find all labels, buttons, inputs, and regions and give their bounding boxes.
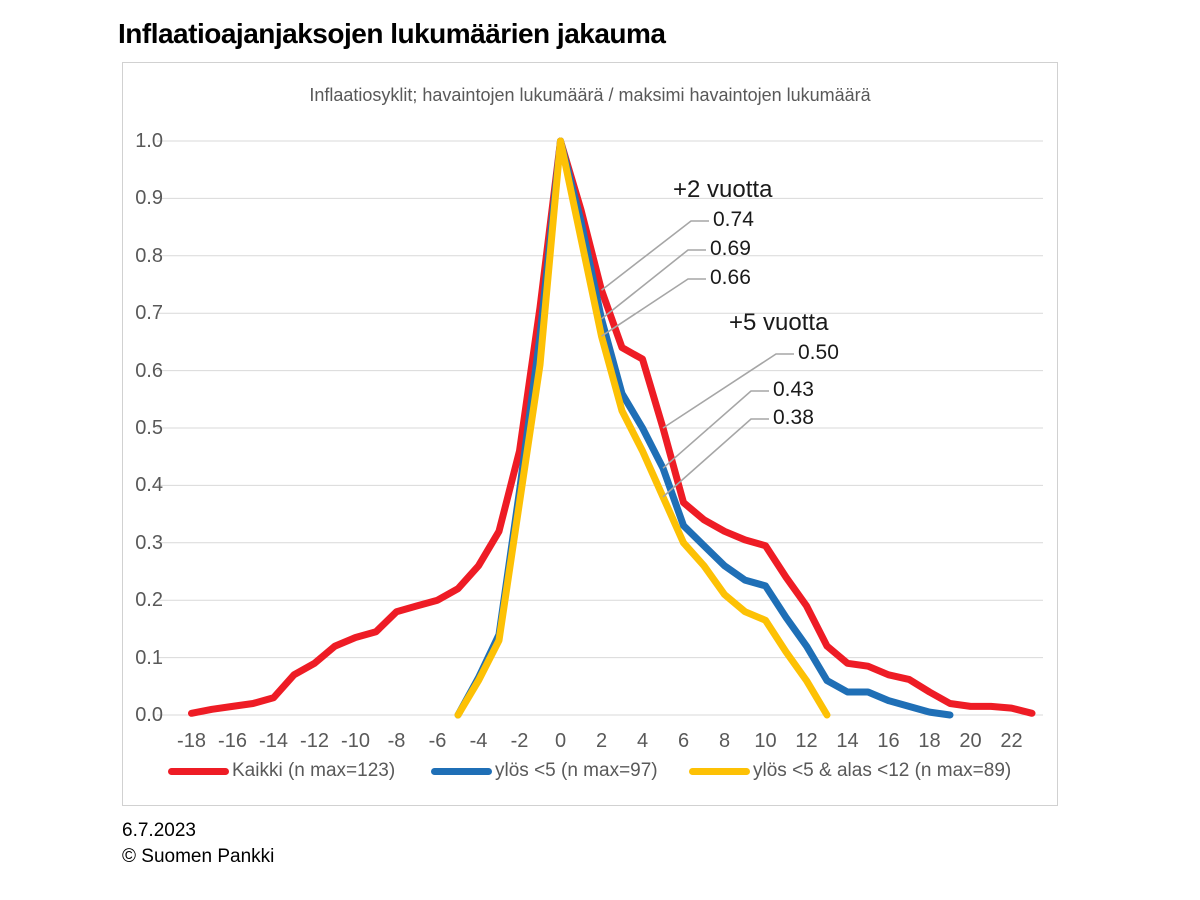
x-tick-label: -2 — [510, 730, 529, 752]
legend-label: Kaikki (n max=123) — [232, 760, 396, 781]
legend-label: ylös <5 & alas <12 (n max=89) — [753, 760, 1012, 781]
legend-label: ylös <5 (n max=97) — [495, 760, 658, 781]
footer-date: 6.7.2023 — [122, 820, 196, 841]
x-tick-label: -12 — [300, 730, 329, 752]
x-tick-label: 8 — [718, 730, 731, 752]
y-tick-label: 0.8 — [135, 244, 163, 267]
y-tick-label: 1.0 — [135, 130, 163, 152]
y-tick-label: 0.4 — [135, 474, 163, 497]
series-line-0 — [188, 137, 1036, 717]
legend-item-2: ylös <5 & alas <12 (n max=89) — [689, 760, 1011, 782]
y-tick-label: 0.3 — [135, 531, 163, 554]
annotation-leader-line — [662, 390, 769, 469]
annotation-leader-line — [601, 249, 706, 320]
x-tick-label: 0 — [554, 730, 567, 752]
legend-item-0: Kaikki (n max=123) — [168, 760, 395, 782]
annotation-value: 0.38 — [773, 406, 814, 429]
annotation-leader-line — [601, 278, 706, 337]
annotation-value: 0.50 — [798, 341, 839, 364]
x-tick-label: 12 — [795, 730, 818, 752]
y-tick-label: 0.1 — [135, 646, 163, 669]
x-tick-label: 22 — [1000, 730, 1023, 752]
y-tick-label: 0.9 — [135, 187, 163, 210]
x-tick-label: 2 — [595, 730, 608, 752]
chart-plot — [157, 137, 1043, 719]
annotation-value: 0.74 — [713, 208, 754, 231]
x-tick-label: -16 — [218, 730, 247, 752]
annotation-value: 0.43 — [773, 378, 814, 401]
legend-swatch — [689, 767, 750, 775]
x-tick-label: -6 — [428, 730, 447, 752]
legend-item-1: ylös <5 (n max=97) — [431, 760, 658, 782]
legend-swatch — [168, 767, 229, 775]
x-tick-label: -10 — [341, 730, 370, 752]
x-tick-label: 14 — [836, 730, 859, 752]
y-tick-label: 0.6 — [135, 359, 163, 382]
annotation-title: +2 vuotta — [673, 176, 773, 203]
x-tick-label: 20 — [959, 730, 982, 752]
annotation-value: 0.66 — [710, 266, 751, 289]
x-tick-label: -14 — [259, 730, 288, 752]
page-title: Inflaatioajanjaksojen lukumäärien jakaum… — [118, 18, 666, 49]
x-tick-label: -4 — [469, 730, 488, 752]
annotation-title: +5 vuotta — [729, 309, 829, 336]
legend-swatch — [431, 767, 492, 775]
chart-area: Inflaatiosyklit; havaintojen lukumäärä /… — [122, 62, 1058, 806]
x-tick-label: 18 — [918, 730, 941, 752]
footer-copyright: © Suomen Pankki — [122, 846, 275, 867]
x-tick-label: 10 — [754, 730, 777, 752]
x-tick-label: -18 — [177, 730, 206, 752]
y-tick-label: 0.0 — [135, 704, 163, 726]
x-tick-label: -8 — [387, 730, 406, 752]
x-tick-label: 16 — [877, 730, 900, 752]
y-tick-label: 0.7 — [135, 302, 163, 325]
annotation-leader-line — [601, 220, 709, 291]
chart-subtitle: Inflaatiosyklit; havaintojen lukumäärä /… — [309, 85, 871, 105]
annotation-value: 0.69 — [710, 237, 751, 260]
y-tick-label: 0.5 — [135, 417, 163, 439]
x-tick-label: 6 — [677, 730, 690, 752]
annotation-leader-line — [662, 353, 794, 429]
series-line-2 — [454, 137, 831, 719]
y-tick-label: 0.2 — [135, 589, 163, 612]
annotation-leader-line — [662, 418, 769, 498]
x-tick-label: 4 — [636, 730, 649, 752]
